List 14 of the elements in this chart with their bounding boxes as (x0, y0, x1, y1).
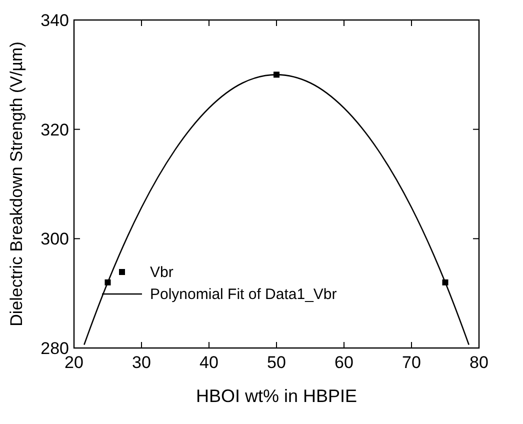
x-tick-label: 50 (267, 353, 286, 372)
x-tick-label: 70 (402, 353, 421, 372)
y-axis-title: Dielectric Breakdown Strength (V/µm) (7, 42, 26, 326)
legend-label: Vbr (150, 264, 174, 281)
y-tick-label: 320 (40, 120, 69, 140)
x-axis-title: HBOI wt% in HBPIE (196, 386, 358, 406)
x-tick-label: 30 (132, 353, 151, 372)
legend-label: Polynomial Fit of Data1_Vbr (150, 286, 337, 303)
x-tick-label: 80 (470, 353, 488, 372)
x-tick-label: 40 (200, 353, 218, 372)
x-tick-label: 60 (334, 353, 354, 372)
y-tick-label: 340 (40, 11, 69, 30)
y-tick-label: 300 (40, 230, 69, 249)
x-tick-label: 20 (64, 353, 84, 372)
